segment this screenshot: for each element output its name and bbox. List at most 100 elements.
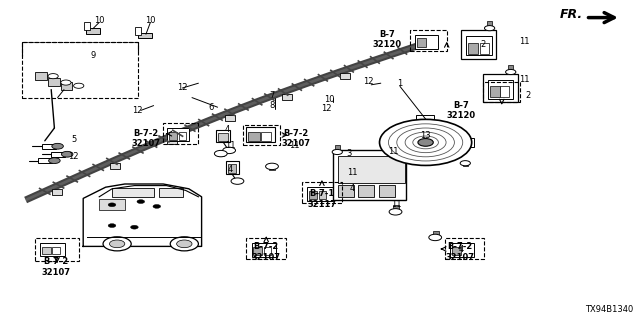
- Bar: [38, 158, 52, 163]
- Bar: [228, 164, 236, 173]
- Bar: [416, 115, 434, 122]
- Text: TX94B1340: TX94B1340: [586, 305, 634, 314]
- Bar: [135, 27, 141, 35]
- Text: B-7
32120: B-7 32120: [372, 30, 402, 49]
- Text: 4: 4: [458, 245, 463, 254]
- Bar: [216, 130, 230, 142]
- Circle shape: [108, 203, 116, 207]
- Bar: [218, 133, 228, 141]
- Text: 12: 12: [132, 106, 143, 115]
- Text: 11: 11: [347, 168, 357, 177]
- Bar: [338, 156, 405, 183]
- Circle shape: [418, 139, 433, 146]
- Bar: [335, 145, 340, 151]
- Text: 11: 11: [520, 76, 530, 84]
- Bar: [463, 161, 468, 166]
- Text: 10: 10: [324, 95, 335, 104]
- Bar: [452, 247, 461, 255]
- Text: 12: 12: [177, 84, 188, 92]
- Text: B-7-2
32107: B-7-2 32107: [445, 242, 474, 261]
- Text: 11: 11: [289, 141, 300, 150]
- Circle shape: [61, 80, 71, 85]
- Text: 1: 1: [397, 79, 403, 88]
- Text: 11: 11: [392, 200, 402, 209]
- Bar: [243, 125, 280, 145]
- Text: B-7
32120: B-7 32120: [446, 101, 476, 120]
- Text: FR.: FR.: [559, 8, 582, 21]
- Bar: [433, 231, 439, 237]
- Circle shape: [61, 151, 73, 157]
- Circle shape: [170, 237, 198, 251]
- Bar: [169, 132, 177, 140]
- Text: 4: 4: [349, 184, 355, 193]
- Bar: [40, 243, 65, 256]
- Bar: [282, 94, 292, 100]
- Bar: [393, 205, 399, 211]
- Bar: [269, 165, 275, 170]
- Bar: [264, 247, 271, 255]
- Circle shape: [460, 161, 470, 166]
- Bar: [42, 144, 56, 149]
- Text: 8: 8: [269, 101, 275, 110]
- Bar: [42, 247, 51, 254]
- Bar: [246, 238, 286, 259]
- Text: B-7-2
32107: B-7-2 32107: [131, 129, 161, 148]
- Bar: [35, 238, 79, 261]
- Text: 12: 12: [363, 77, 373, 86]
- Bar: [109, 164, 120, 169]
- Bar: [483, 82, 520, 102]
- Text: 4: 4: [228, 165, 233, 174]
- Circle shape: [177, 240, 192, 248]
- Bar: [302, 182, 342, 203]
- Text: B-7-1
32117: B-7-1 32117: [307, 189, 337, 209]
- Text: 12: 12: [68, 152, 79, 161]
- Circle shape: [214, 150, 227, 157]
- Bar: [61, 82, 72, 90]
- Circle shape: [74, 83, 84, 88]
- Text: 2: 2: [481, 40, 486, 49]
- Circle shape: [137, 200, 145, 204]
- Circle shape: [52, 143, 63, 149]
- Bar: [112, 188, 154, 197]
- Bar: [52, 247, 60, 254]
- Bar: [51, 152, 65, 157]
- Bar: [340, 73, 350, 79]
- Text: 2: 2: [525, 92, 531, 100]
- Text: 10: 10: [145, 16, 156, 25]
- Text: 7: 7: [269, 92, 275, 100]
- Bar: [138, 33, 152, 38]
- Circle shape: [332, 149, 342, 155]
- Bar: [167, 128, 189, 141]
- Bar: [461, 30, 496, 59]
- Circle shape: [109, 240, 125, 248]
- Text: 10: 10: [94, 16, 104, 25]
- Text: 11: 11: [520, 37, 530, 46]
- Bar: [246, 127, 275, 142]
- Bar: [84, 22, 90, 30]
- Circle shape: [429, 234, 442, 241]
- Bar: [225, 116, 235, 121]
- Circle shape: [380, 119, 472, 165]
- Bar: [410, 30, 447, 51]
- Text: 5: 5: [71, 135, 76, 144]
- Bar: [48, 78, 60, 86]
- Text: B-7-2
32107: B-7-2 32107: [41, 258, 70, 277]
- Bar: [483, 74, 518, 102]
- Bar: [461, 138, 474, 147]
- Circle shape: [389, 209, 402, 215]
- Text: 6: 6: [209, 103, 214, 112]
- Bar: [252, 243, 276, 257]
- Bar: [333, 150, 406, 200]
- Bar: [253, 247, 262, 255]
- Bar: [415, 35, 438, 49]
- Bar: [35, 72, 47, 80]
- Bar: [163, 123, 198, 144]
- Bar: [468, 43, 478, 54]
- Circle shape: [103, 237, 131, 251]
- Bar: [508, 65, 513, 71]
- Circle shape: [484, 26, 495, 31]
- Bar: [179, 132, 186, 140]
- Bar: [466, 36, 492, 55]
- Bar: [22, 42, 138, 98]
- Bar: [52, 189, 62, 195]
